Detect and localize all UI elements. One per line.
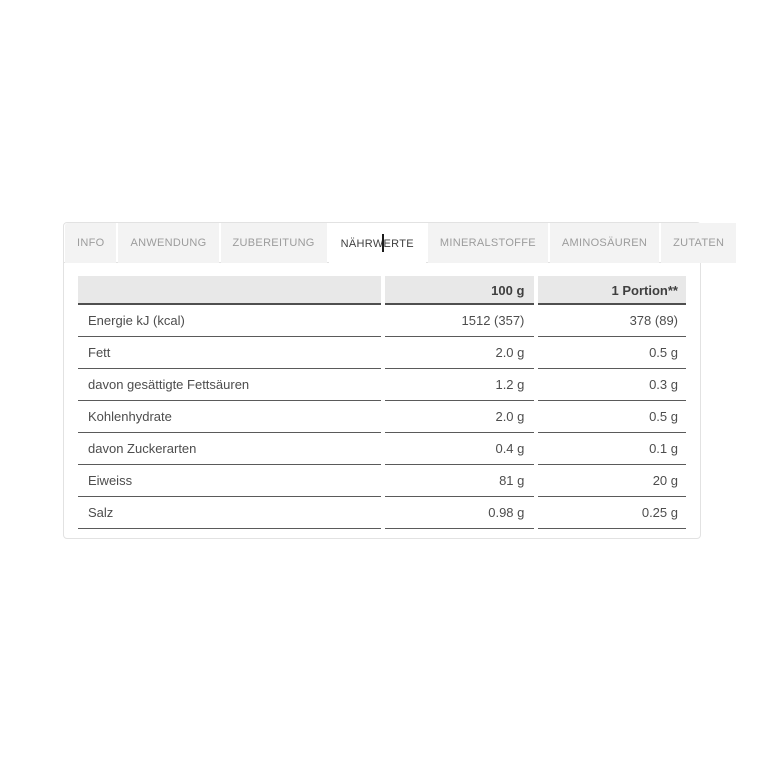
value-portion: 0.5 g — [538, 401, 686, 433]
value-portion: 0.5 g — [538, 337, 686, 369]
row-label: Energie kJ (kcal) — [78, 305, 381, 337]
value-100g: 0.98 g — [384, 497, 535, 529]
row-label: Kohlenhydrate — [78, 401, 381, 433]
tab-naehrwerte[interactable]: NÄHRWERTE — [328, 223, 426, 264]
value-portion: 0.25 g — [538, 497, 686, 529]
table-row: Eiweiss 81 g 20 g — [78, 465, 686, 497]
value-100g: 2.0 g — [384, 337, 535, 369]
value-100g: 0.4 g — [384, 433, 535, 465]
row-label: Salz — [78, 497, 381, 529]
tab-anwendung[interactable]: ANWENDUNG — [118, 223, 219, 263]
tab-bar: INFO ANWENDUNG ZUBEREITUNG NÄHRWERTE MIN… — [64, 223, 737, 264]
col-header-nutrient — [78, 276, 381, 305]
text-cursor — [382, 234, 385, 252]
table-row: davon Zuckerarten 0.4 g 0.1 g — [78, 433, 686, 465]
tab-aminosaeuren[interactable]: AMINOSÄUREN — [549, 223, 660, 263]
tab-zutaten[interactable]: ZUTATEN — [661, 223, 737, 263]
value-portion: 20 g — [538, 465, 686, 497]
col-header-portion: 1 Portion** — [538, 276, 686, 305]
table-row: davon gesättigte Fettsäuren 1.2 g 0.3 g — [78, 369, 686, 401]
row-label: Fett — [78, 337, 381, 369]
col-header-100g: 100 g — [384, 276, 535, 305]
table-body: Energie kJ (kcal) 1512 (357) 378 (89) Fe… — [78, 305, 686, 529]
value-100g: 81 g — [384, 465, 535, 497]
value-portion: 378 (89) — [538, 305, 686, 337]
value-100g: 1.2 g — [384, 369, 535, 401]
nutrition-tab-content: 100 g 1 Portion** Energie kJ (kcal) 1512… — [64, 263, 700, 538]
tab-naehrwerte-label: NÄHRWERTE — [340, 237, 414, 250]
row-label: davon gesättigte Fettsäuren — [78, 369, 381, 401]
tab-zubereitung[interactable]: ZUBEREITUNG — [220, 223, 327, 263]
value-portion: 0.3 g — [538, 369, 686, 401]
nutrition-table: 100 g 1 Portion** Energie kJ (kcal) 1512… — [78, 276, 686, 529]
table-row: Energie kJ (kcal) 1512 (357) 378 (89) — [78, 305, 686, 337]
value-100g: 2.0 g — [384, 401, 535, 433]
tab-mineralstoffe[interactable]: MINERALSTOFFE — [427, 223, 548, 263]
row-label: davon Zuckerarten — [78, 433, 381, 465]
product-tabs-panel: INFO ANWENDUNG ZUBEREITUNG NÄHRWERTE MIN… — [63, 222, 737, 539]
row-label: Eiweiss — [78, 465, 381, 497]
table-row: Fett 2.0 g 0.5 g — [78, 337, 686, 369]
table-header-row: 100 g 1 Portion** — [78, 276, 686, 305]
table-row: Salz 0.98 g 0.25 g — [78, 497, 686, 529]
value-portion: 0.1 g — [538, 433, 686, 465]
tab-info[interactable]: INFO — [65, 223, 117, 263]
table-row: Kohlenhydrate 2.0 g 0.5 g — [78, 401, 686, 433]
value-100g: 1512 (357) — [384, 305, 535, 337]
